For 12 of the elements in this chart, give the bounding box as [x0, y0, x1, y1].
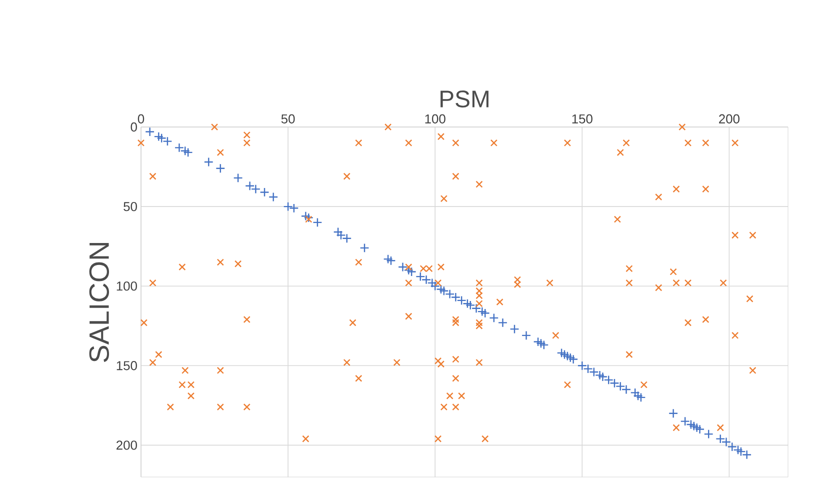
y-axis-title: SALICON: [89, 243, 110, 362]
x-tick-label: 0: [138, 114, 144, 124]
x-tick-label: 150: [572, 114, 592, 124]
y-tick-label: 50: [124, 202, 137, 212]
x-axis-title: PSM: [440, 90, 488, 108]
y-tick-label: 150: [116, 361, 137, 370]
y-tick-label: 100: [116, 282, 137, 291]
x-tick-label: 100: [425, 114, 446, 124]
x-tick-label: 200: [719, 114, 740, 124]
y-tick-label: 200: [116, 440, 137, 450]
x-tick-label: 50: [281, 114, 295, 124]
y-tick-label: 0: [130, 122, 137, 132]
